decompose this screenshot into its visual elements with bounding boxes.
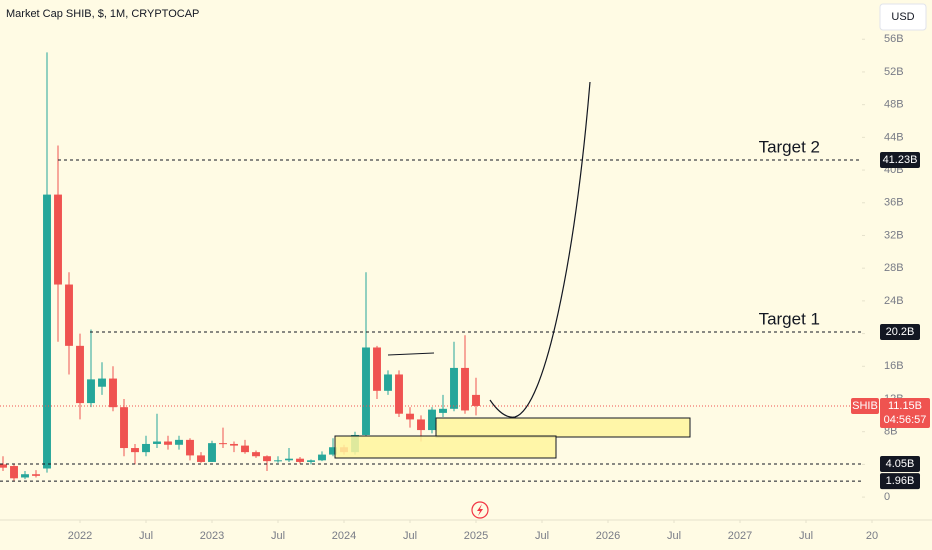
target-label: Target 2 — [759, 137, 820, 156]
trend-line — [387, 352, 435, 356]
price-tag-label: 41.23B — [883, 154, 918, 166]
candle-body — [307, 460, 315, 462]
price-tag — [880, 455, 920, 472]
candle-body — [21, 474, 29, 478]
candle-body — [406, 413, 414, 420]
x-tick-label: Jul — [271, 530, 285, 542]
candle-body — [450, 367, 458, 409]
candle-body — [32, 474, 40, 476]
candle-body — [439, 408, 447, 413]
y-tick-label: 56B — [884, 33, 904, 45]
candle-body — [186, 439, 194, 456]
candle-body — [10, 466, 18, 479]
candle-body — [285, 458, 293, 461]
symbol-tag — [851, 397, 879, 414]
candle-body — [98, 378, 106, 387]
candle-body — [65, 284, 73, 346]
candle-body — [373, 347, 381, 391]
candle-body — [329, 447, 337, 455]
logo — [471, 501, 489, 519]
price-tag — [880, 323, 920, 340]
y-tick-label: 24B — [884, 295, 904, 307]
currency-button[interactable] — [879, 3, 927, 31]
projection-curve — [489, 81, 591, 418]
price-tag — [880, 152, 920, 169]
chart-title: Market Cap SHIB, $, 1M, CRYPTOCAP — [6, 8, 199, 20]
price-tag-label: 20.2B — [886, 326, 915, 338]
candle-body — [109, 378, 117, 408]
candle-body — [395, 374, 403, 414]
candle-body — [87, 379, 95, 404]
y-tick-label: 8B — [884, 426, 897, 438]
candle-body — [461, 367, 469, 411]
candle-body — [153, 441, 161, 444]
target-label: Target 1 — [759, 309, 820, 328]
candle-body — [252, 452, 260, 457]
candle-body — [428, 409, 436, 431]
x-tick-label: 2024 — [332, 530, 356, 542]
y-tick-label: 48B — [884, 99, 904, 111]
candle-body — [219, 443, 227, 445]
candle-body — [131, 448, 139, 453]
logo-bolt — [477, 504, 483, 516]
x-tick-label: 2027 — [728, 530, 752, 542]
price-tag — [880, 473, 920, 490]
x-tick-label: Jul — [535, 530, 549, 542]
y-tick-label: 36B — [884, 197, 904, 209]
x-tick-label: 2025 — [464, 530, 488, 542]
currency-label[interactable]: USD — [891, 11, 914, 23]
symbol-label: SHIB — [852, 400, 878, 412]
y-tick-label: 52B — [884, 66, 904, 78]
x-tick-label: Jul — [667, 530, 681, 542]
zone-box — [334, 435, 557, 459]
x-tick-label: 2023 — [200, 530, 224, 542]
candle-body — [296, 458, 304, 462]
x-tick-label: Jul — [139, 530, 153, 542]
candle-body — [120, 407, 128, 449]
x-tick-label: Jul — [799, 530, 813, 542]
x-tick-label: 20 — [866, 530, 878, 542]
candle-body — [230, 443, 238, 446]
candle-body — [197, 455, 205, 462]
countdown-label: 04:56:57 — [884, 414, 927, 426]
candle-body — [208, 443, 216, 462]
candle-body — [142, 443, 150, 453]
y-tick-label: 32B — [884, 229, 904, 241]
candle-body — [175, 439, 183, 445]
y-tick-label: 16B — [884, 360, 904, 372]
candle-body — [0, 464, 7, 468]
candle-body — [318, 454, 326, 461]
logo-circle — [471, 501, 489, 519]
x-tick-label: 2022 — [68, 530, 92, 542]
candle-body — [384, 374, 392, 391]
candle-body — [472, 394, 480, 406]
y-tick-label: 0 — [884, 491, 890, 503]
price-tag-label: 1.96B — [886, 475, 915, 487]
candle-body — [76, 345, 84, 404]
drawings — [334, 81, 691, 459]
candle-body — [241, 445, 249, 453]
candle-body — [164, 441, 172, 445]
x-tick-label: Jul — [403, 530, 417, 542]
candle-body — [54, 194, 62, 285]
candle-body — [274, 460, 282, 462]
last-price-label: 11.15B — [888, 400, 922, 412]
x-tick-label: 2026 — [596, 530, 620, 542]
zone-box — [435, 417, 691, 438]
y-tick-label: 44B — [884, 131, 904, 143]
candle-body — [43, 194, 51, 469]
price-tag-label: 4.05B — [886, 458, 915, 470]
candle-body — [417, 419, 425, 431]
last-price-tag — [880, 397, 930, 428]
candle-body — [263, 456, 271, 462]
y-tick-label: 28B — [884, 262, 904, 274]
candle-body — [362, 347, 370, 435]
